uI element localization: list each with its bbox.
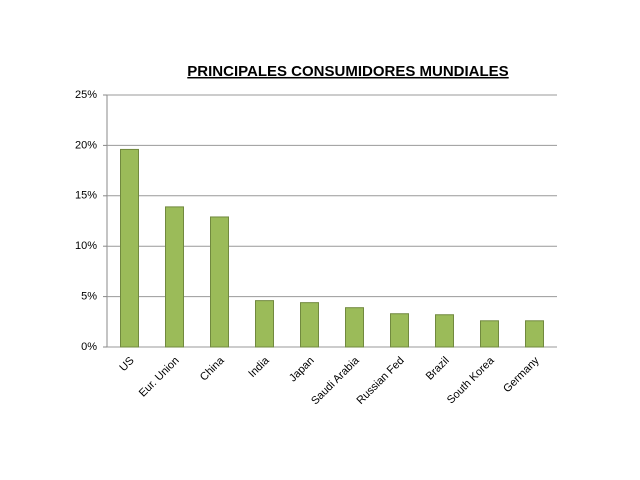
x-tick-label: Germany [501, 354, 542, 395]
bar [345, 307, 364, 348]
y-tick-label: 20% [75, 139, 97, 151]
x-tick-label: Brazil [424, 355, 452, 383]
bar [300, 302, 319, 348]
x-tick-label: US [117, 355, 136, 374]
y-tick-label: 5% [81, 291, 97, 303]
y-tick-label: 25% [75, 89, 97, 101]
x-tick-label: Russian Fed [355, 355, 407, 407]
x-tick-label: South Korea [445, 354, 497, 406]
bar [480, 320, 499, 348]
bar [525, 320, 544, 348]
x-tick-label: Eur. Union [137, 355, 182, 400]
bar [255, 300, 274, 348]
bar [210, 216, 229, 348]
x-tick-label: Japan [287, 355, 317, 385]
y-tick-label: 10% [75, 240, 97, 252]
chart-title: PRINCIPALES CONSUMIDORES MUNDIALES [187, 63, 508, 80]
x-tick-label: China [198, 354, 227, 383]
bar [120, 148, 139, 348]
bar [435, 314, 454, 348]
bar [165, 206, 184, 348]
y-tick-label: 0% [81, 341, 97, 353]
y-tick-label: 15% [75, 190, 97, 202]
bar [390, 313, 409, 348]
x-tick-label: India [246, 354, 272, 380]
